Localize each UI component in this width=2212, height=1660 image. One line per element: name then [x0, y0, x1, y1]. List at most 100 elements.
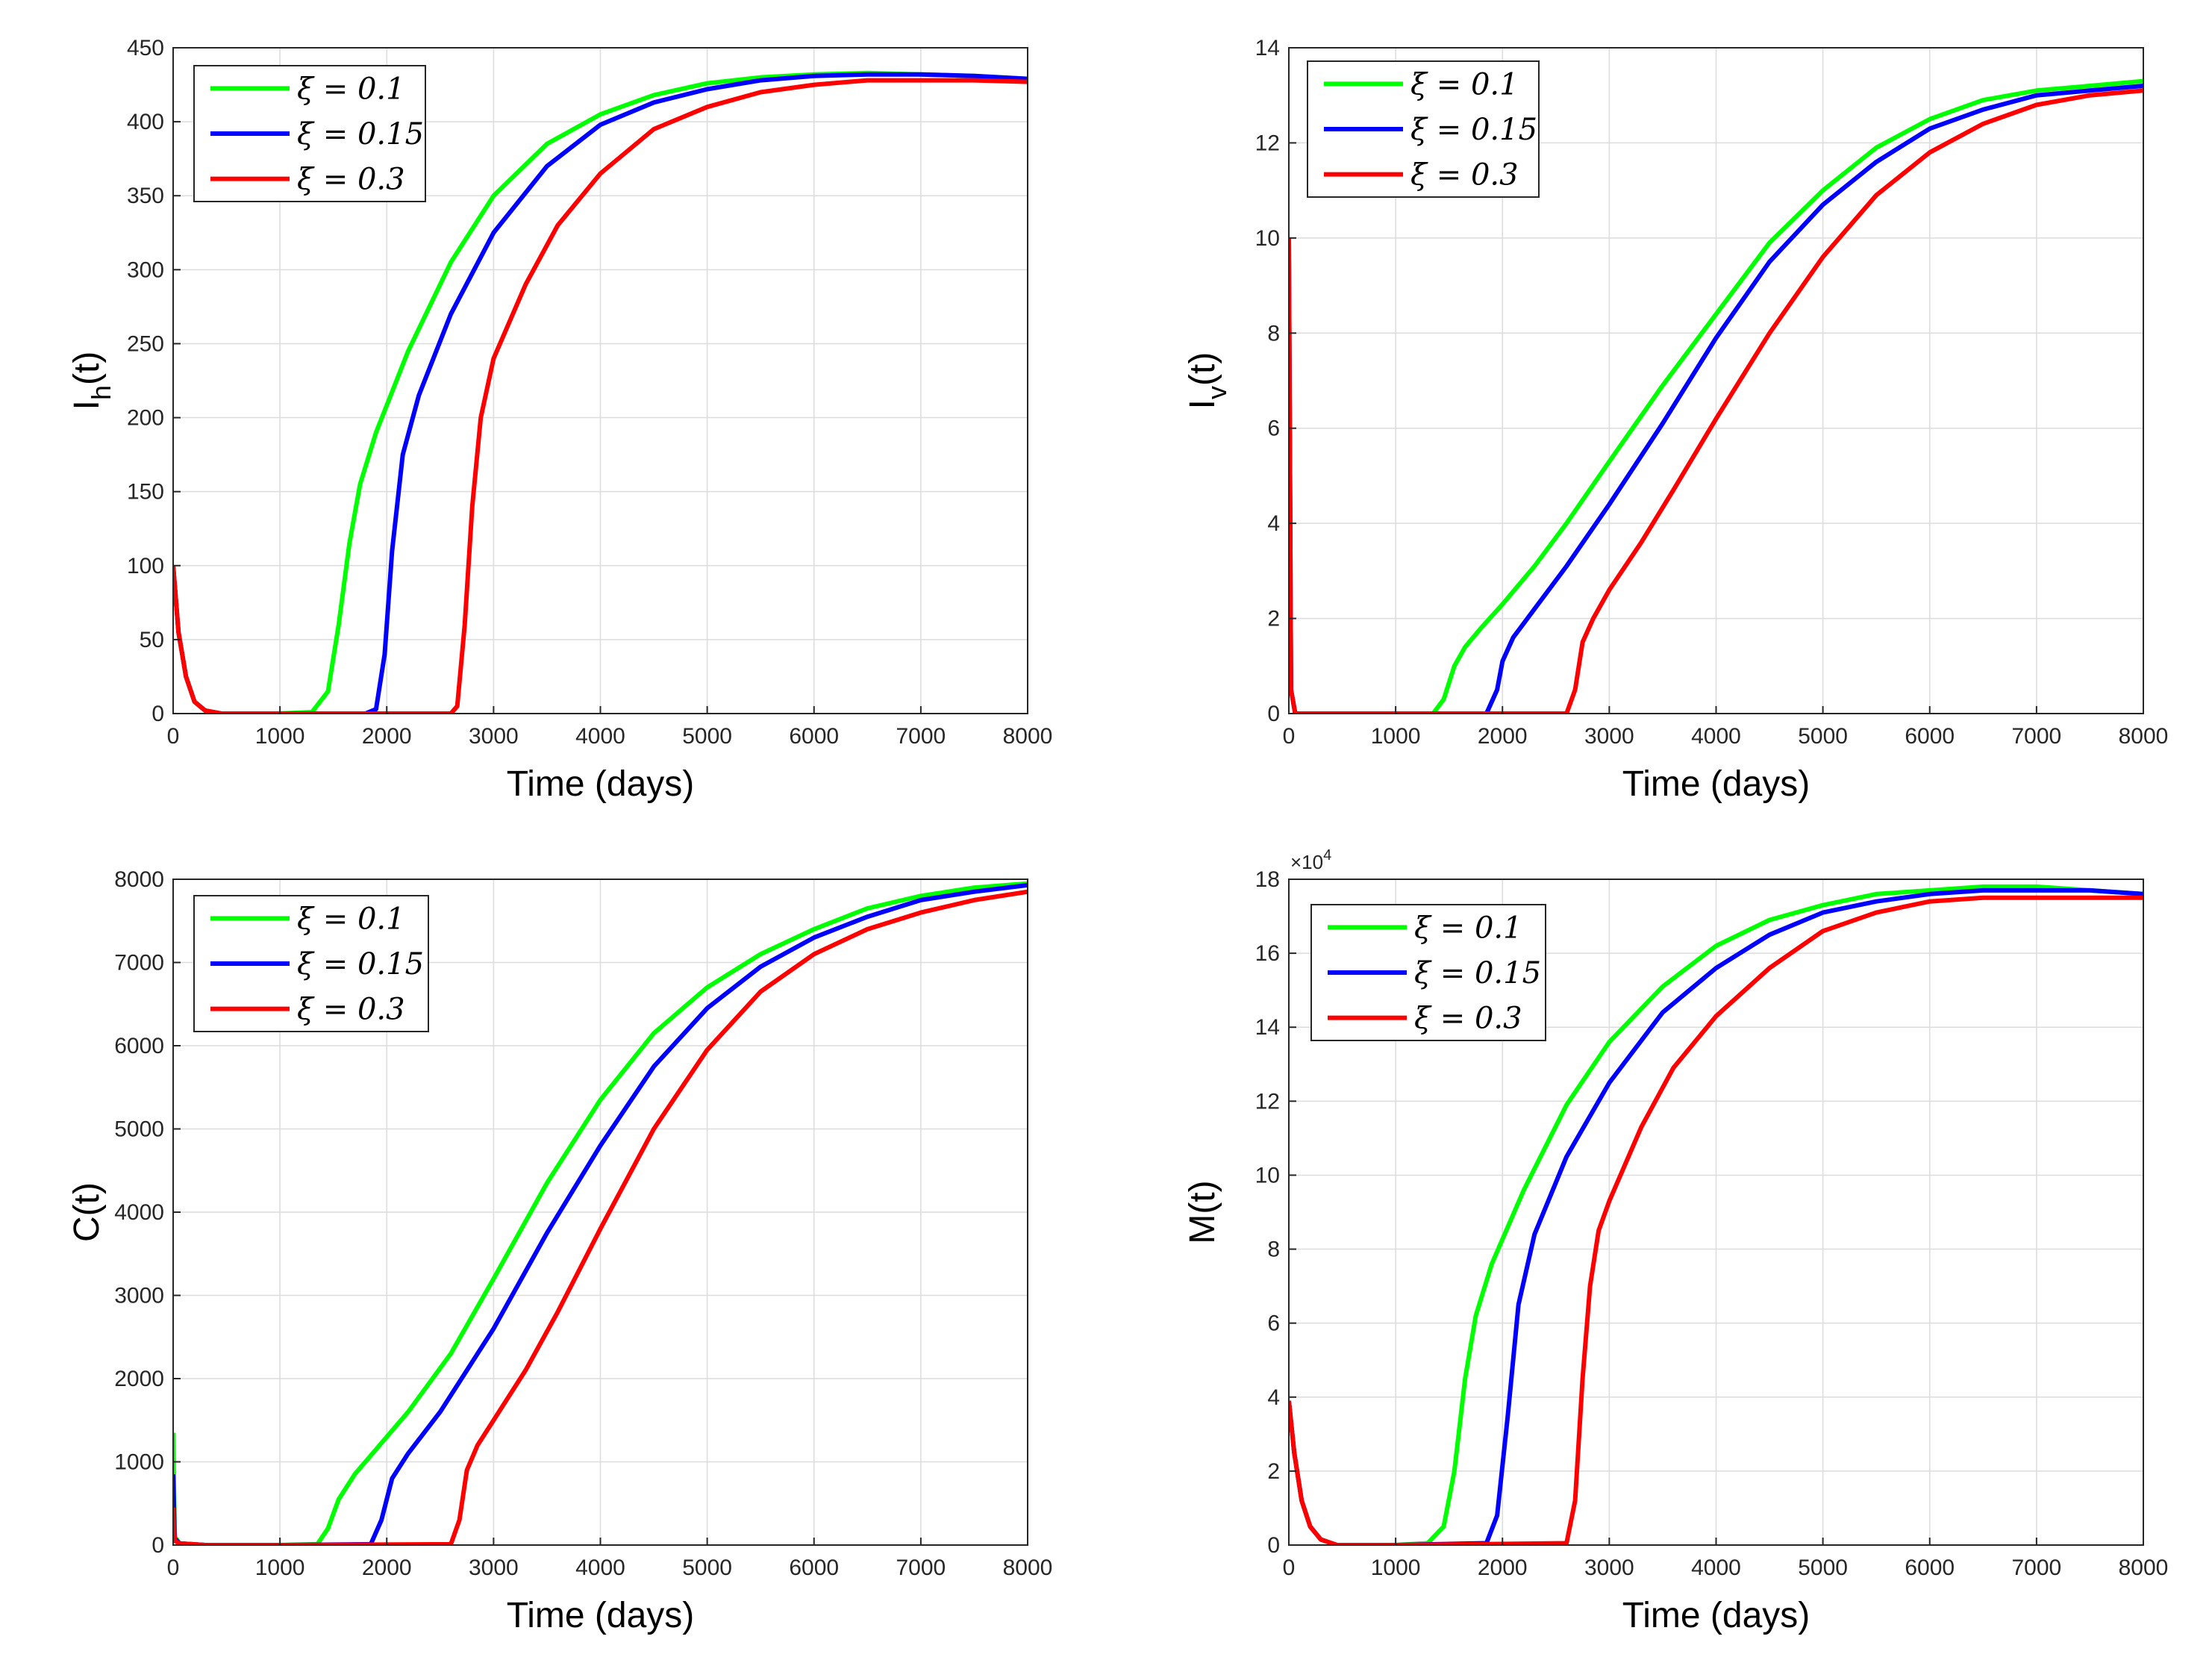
y-exponent-label: ×104: [1290, 847, 1331, 873]
y-tick-label: 14: [1255, 36, 1280, 60]
x-tick-label: 4000: [1691, 724, 1741, 749]
series-line-0: [1289, 78, 2143, 714]
y-tick-label: 2: [1267, 1459, 1280, 1484]
x-tick-label: 2000: [362, 724, 412, 749]
y-tick-label: 4: [1267, 511, 1280, 536]
y-tick-label: 10: [1255, 226, 1280, 251]
y-tick-label: 50: [140, 628, 164, 652]
y-tick-label: 10: [1255, 1163, 1280, 1188]
panel-ih: 0 1000 2000 3000 4000 5000 6000 7000 8000 0 50 100 1…: [67, 36, 1052, 804]
x-tick-label: 3000: [469, 1556, 519, 1580]
x-tick-label: 5000: [1798, 724, 1848, 749]
panel-m: 0 1000 2000 3000 4000 5000 6000 7000 8000 0 2 4 6 8 10…: [1183, 847, 2168, 1635]
y-tick-label: 350: [127, 184, 164, 208]
x-tick-label: 0: [167, 1556, 180, 1580]
y-tick-label: 6: [1267, 1311, 1280, 1336]
y-tick-label: 6: [1267, 416, 1280, 441]
y-axis-label: Ih(t): [67, 352, 116, 411]
series-line-2: [1289, 88, 2143, 714]
x-tick-label: 1000: [255, 724, 305, 749]
y-tick-label: 2: [1267, 607, 1280, 631]
x-tick-label: 1000: [1371, 724, 1421, 749]
x-tick-label: 8000: [2119, 724, 2169, 749]
panel-iv: 0 1000 2000 3000 4000 5000 6000 7000 8000 0 2 4 6 8 10…: [1183, 36, 2168, 804]
x-tick-label: 8000: [1003, 724, 1053, 749]
legend-label-0: ξ = 0.1: [1414, 911, 1522, 945]
x-tick-label: 0: [1283, 724, 1296, 749]
legend: ξ = 0.1 ξ = 0.15 ξ = 0.3: [1310, 904, 1546, 1041]
y-tick-label: 250: [127, 331, 164, 356]
y-axis-label: C(t): [67, 1182, 107, 1242]
y-tick-label: 4000: [114, 1200, 164, 1225]
legend-label-2: ξ = 0.3: [297, 993, 405, 1027]
x-tick-label: 7000: [2012, 724, 2062, 749]
x-tick-label: 8000: [1003, 1556, 1053, 1580]
y-tick-label: 150: [127, 480, 164, 505]
x-tick-label: 6000: [789, 724, 839, 749]
y-tick-label: 200: [127, 406, 164, 431]
y-tick-label: 100: [127, 554, 164, 578]
y-tick-label: 0: [151, 702, 164, 726]
legend: ξ = 0.1 ξ = 0.15 ξ = 0.3: [1307, 60, 1540, 198]
series-line-2: [1289, 895, 2143, 1545]
y-tick-label: 8: [1267, 321, 1280, 346]
y-tick-label: 5000: [114, 1117, 164, 1142]
y-tick-label: 7000: [114, 951, 164, 976]
x-tick-label: 6000: [1905, 724, 1955, 749]
x-tick-label: 8000: [2119, 1556, 2169, 1580]
x-tick-label: 5000: [682, 724, 732, 749]
x-tick-label: 3000: [1584, 724, 1634, 749]
series-line-2: [173, 78, 1028, 714]
y-tick-label: 18: [1255, 867, 1280, 892]
x-axis-label: Time (days): [1622, 1596, 1810, 1635]
series-line-2: [173, 889, 1028, 1545]
x-axis-label: Time (days): [1622, 764, 1810, 804]
y-tick-label: 0: [151, 1533, 164, 1558]
x-tick-label: 4000: [575, 1556, 625, 1580]
legend-label-0: ξ = 0.1: [297, 902, 405, 936]
legend-label-1: ξ = 0.15: [297, 947, 424, 982]
y-tick-label: 450: [127, 36, 164, 60]
x-tick-label: 0: [167, 724, 180, 749]
legend-label-2: ξ = 0.3: [1410, 158, 1519, 193]
legend: ξ = 0.1 ξ = 0.15 ξ = 0.3: [193, 65, 426, 202]
y-axis-label: Iv(t): [1183, 352, 1232, 410]
legend-label-0: ξ = 0.1: [1410, 67, 1519, 102]
y-tick-label: 0: [1267, 702, 1280, 726]
panel-c: 0 1000 2000 3000 4000 5000 6000 7000 8000 0 1000 20…: [67, 867, 1052, 1635]
x-tick-label: 3000: [1584, 1556, 1634, 1580]
x-tick-label: 2000: [1478, 724, 1528, 749]
x-tick-label: 1000: [1371, 1556, 1421, 1580]
y-tick-label: 2000: [114, 1367, 164, 1391]
y-tick-label: 14: [1255, 1015, 1280, 1040]
legend-label-2: ξ = 0.3: [297, 163, 405, 197]
series-line-1: [1289, 84, 2143, 714]
y-tick-label: 16: [1255, 941, 1280, 966]
legend-label-1: ξ = 0.15: [1414, 956, 1541, 990]
y-tick-label: 6000: [114, 1034, 164, 1058]
y-tick-label: 12: [1255, 131, 1280, 155]
y-tick-label: 4: [1267, 1385, 1280, 1410]
x-tick-label: 7000: [2012, 1556, 2062, 1580]
x-tick-label: 6000: [789, 1556, 839, 1580]
legend-label-1: ξ = 0.15: [1410, 113, 1537, 147]
x-tick-label: 3000: [469, 724, 519, 749]
y-tick-label: 1000: [114, 1450, 164, 1475]
x-tick-label: 7000: [896, 724, 946, 749]
series-line-1: [173, 882, 1028, 1545]
x-tick-label: 6000: [1905, 1556, 1955, 1580]
y-tick-label: 8000: [114, 867, 164, 892]
x-tick-label: 7000: [896, 1556, 946, 1580]
y-tick-label: 0: [1267, 1533, 1280, 1558]
y-tick-label: 300: [127, 258, 164, 282]
y-tick-label: 12: [1255, 1089, 1280, 1114]
x-axis-label: Time (days): [507, 1596, 695, 1635]
legend-label-2: ξ = 0.3: [1414, 1002, 1522, 1036]
x-tick-label: 5000: [682, 1556, 732, 1580]
legend-label-1: ξ = 0.15: [297, 117, 424, 152]
x-tick-label: 4000: [1691, 1556, 1741, 1580]
x-tick-label: 0: [1283, 1556, 1296, 1580]
y-axis-label: M(t): [1183, 1180, 1222, 1244]
x-tick-label: 2000: [1478, 1556, 1528, 1580]
